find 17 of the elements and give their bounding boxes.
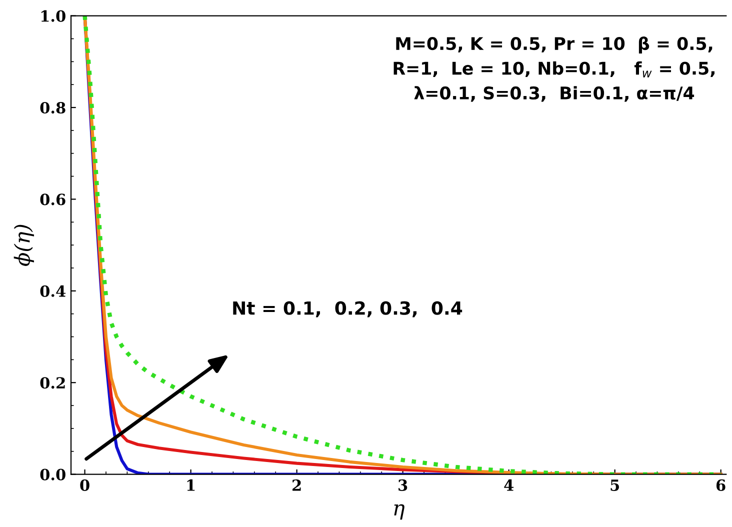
x-tick-label: 0	[80, 479, 90, 491]
y-tick-label: 0.2	[40, 377, 65, 389]
y-axis-title: ϕ(η)	[14, 224, 34, 266]
x-tick-label: 3	[398, 479, 408, 491]
x-tick-label: 6	[716, 479, 726, 491]
y-tick-label: 1.0	[41, 10, 66, 22]
y-tick-label: 0.6	[40, 194, 66, 206]
annotation: M=0.5, K = 0.5, Pr = 10 β = 0.5, R=1, Le = 10, Nb=0.1, f$_{w}$ = 0.5, λ=0.1, S=0.3, Bi=0.1, α=π/4	[394, 36, 714, 102]
annotation: Nt = 0.1, 0.2, 0.3, 0.4	[233, 301, 462, 318]
x-tick-label: 5	[610, 480, 619, 491]
y-tick-label: 0.4	[40, 285, 66, 297]
x-tick-label: 2	[292, 479, 301, 491]
y-tick-label: 0.8	[40, 102, 66, 114]
x-tick-label: 1	[187, 479, 195, 491]
y-tick-label: 0.0	[40, 468, 66, 480]
x-axis-title: η	[394, 504, 404, 520]
x-tick-label: 4	[504, 479, 514, 491]
